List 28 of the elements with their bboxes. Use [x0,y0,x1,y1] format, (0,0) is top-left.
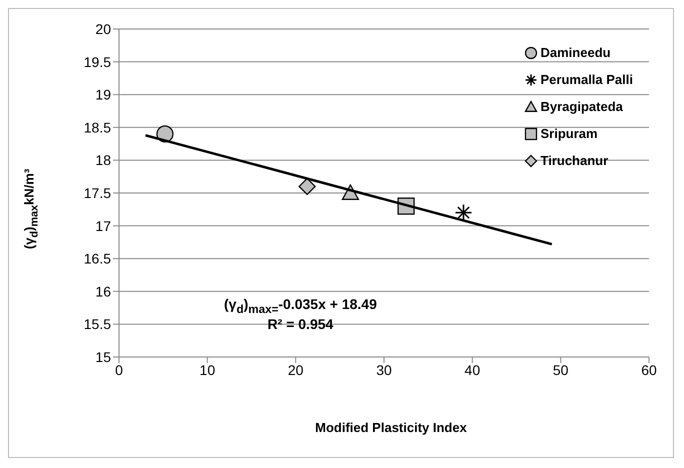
x-tick-label: 0 [115,362,124,378]
y-tick-label: 19.5 [84,54,112,70]
x-tick-label: 50 [552,362,569,378]
x-tick-label: 10 [200,362,216,378]
y-tick-label: 15 [95,348,112,365]
legend-label: Damineedu [540,45,611,60]
legend-label: Byragipateda [540,99,623,114]
y-tick-label: 17 [95,218,112,234]
point [454,204,472,222]
x-tick-label: 40 [464,362,480,378]
y-tick-label: 20 [95,20,112,37]
y-tick-label: 16 [95,283,112,300]
legend-label: Perumalla Palli [540,72,633,87]
legend-label: Tiruchanur [540,153,608,168]
x-tick-label: 30 [376,362,392,378]
y-tick-label: 18 [95,152,112,168]
y-tick-label: 16.5 [84,250,112,267]
y-tick-label: 19 [95,86,112,103]
x-tick-label: 60 [641,362,657,378]
annotation: R² = 0.954 [266,316,334,332]
point [298,178,316,196]
y-tick-label: 18.5 [84,119,112,136]
y-tick-label: 15.5 [84,316,112,332]
legend-label: Sripuram [540,126,598,141]
x-axis-title: Modified Plasticity Index [314,420,468,435]
y-tick-label: 17.5 [84,184,112,201]
annotation: (γ$_{d}$)$_{max=}$-0.035x + 18.49 [224,296,377,316]
x-tick-label: 20 [288,362,304,378]
